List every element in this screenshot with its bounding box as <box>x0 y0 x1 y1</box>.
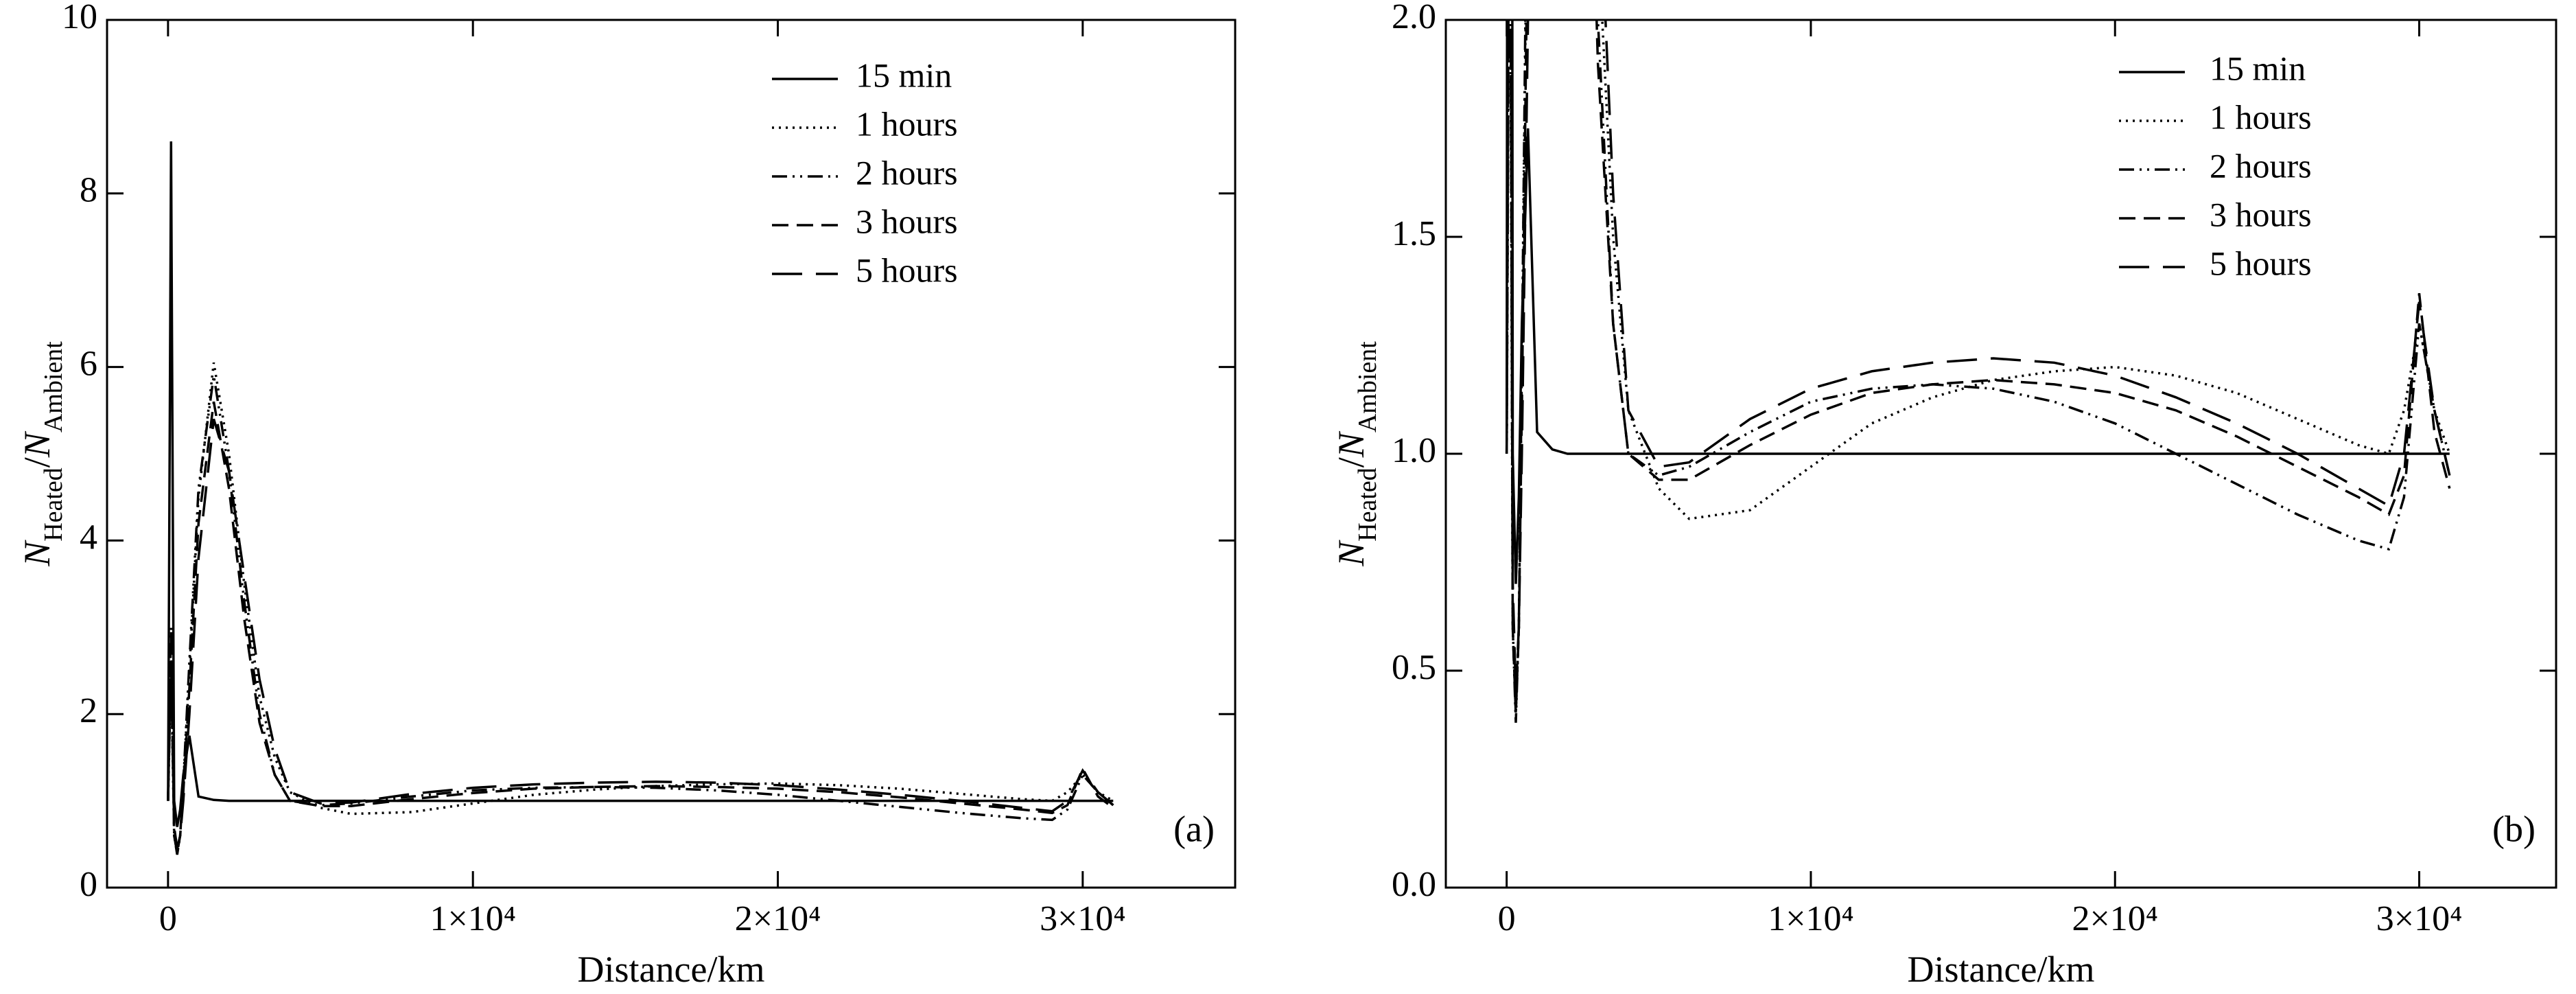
x-tick-label: 3×10⁴ <box>1040 899 1125 938</box>
legend-label: 5 hours <box>2210 244 2312 282</box>
y-label-part: N <box>16 430 58 458</box>
series-line <box>1505 20 2450 584</box>
y-label-part: N <box>1331 540 1372 567</box>
y-axis-label: NHeated/NAmbient <box>1331 341 1381 567</box>
y-label-part: Heated <box>39 467 68 542</box>
legend-label: 2 hours <box>856 153 958 192</box>
series-line <box>1505 20 2451 693</box>
legend-label: 15 min <box>856 56 952 94</box>
x-axis-label: Distance/km <box>578 949 765 990</box>
x-tick-label: 0 <box>159 899 177 938</box>
y-label-part: N <box>1331 430 1372 458</box>
legend-label: 3 hours <box>856 202 958 240</box>
y-label-part: N <box>16 540 58 567</box>
y-tick-label: 0.0 <box>1392 865 1436 904</box>
panel-annotation: (a) <box>1173 808 1215 849</box>
y-tick-label: 4 <box>80 518 97 557</box>
legend-label: 1 hours <box>2210 97 2312 136</box>
legend-label: 3 hours <box>2210 195 2312 233</box>
x-tick-label: 2×10⁴ <box>735 899 821 938</box>
x-tick-label: 2×10⁴ <box>2072 899 2157 938</box>
y-label-part: / <box>1331 457 1372 467</box>
series-line <box>167 375 1114 855</box>
y-label-part: / <box>16 457 58 467</box>
y-tick-label: 1.0 <box>1392 431 1436 470</box>
y-tick-label: 2 <box>80 691 97 730</box>
y-label-part: Ambient <box>1353 341 1382 432</box>
plot-frame <box>1444 19 2557 889</box>
x-tick-label: 1×10⁴ <box>1768 899 1853 938</box>
y-tick-label: 0.5 <box>1392 648 1436 687</box>
x-tick-label: 1×10⁴ <box>430 899 515 938</box>
y-label-part: Ambient <box>39 341 68 432</box>
legend-label: 1 hours <box>856 104 958 143</box>
x-tick-label: 0 <box>1498 899 1516 938</box>
y-tick-label: 8 <box>80 171 97 210</box>
y-tick-label: 0 <box>80 865 97 904</box>
series-line <box>167 362 1114 853</box>
y-axis-label: NHeated/NAmbient <box>16 341 67 567</box>
x-axis-label: Distance/km <box>1908 949 2095 990</box>
plot-frame <box>106 19 1237 889</box>
y-tick-label: 10 <box>62 0 97 36</box>
legend-label: 15 min <box>2210 49 2306 87</box>
series-line <box>167 418 1114 849</box>
legend-label: 5 hours <box>856 251 958 289</box>
panel: 0 1×10⁴ 2×10⁴ 3×10⁴ 0.0 0.5 1.0 1.5 2.0 15 min 1 h… <box>1331 0 2557 990</box>
legend-label: 2 hours <box>2210 146 2312 185</box>
series-line <box>167 401 1114 853</box>
series-line <box>167 141 1114 827</box>
y-label-part: Heated <box>1353 467 1382 542</box>
y-tick-label: 2.0 <box>1392 0 1436 36</box>
panel: 0 1×10⁴ 2×10⁴ 3×10⁴ 0 2 4 6 8 10 15 min 1 hours 2 ho… <box>16 0 1237 990</box>
x-tick-label: 3×10⁴ <box>2376 899 2462 938</box>
y-tick-label: 1.5 <box>1392 214 1436 253</box>
panel-annotation: (b) <box>2492 808 2536 849</box>
y-tick-label: 6 <box>80 345 97 384</box>
